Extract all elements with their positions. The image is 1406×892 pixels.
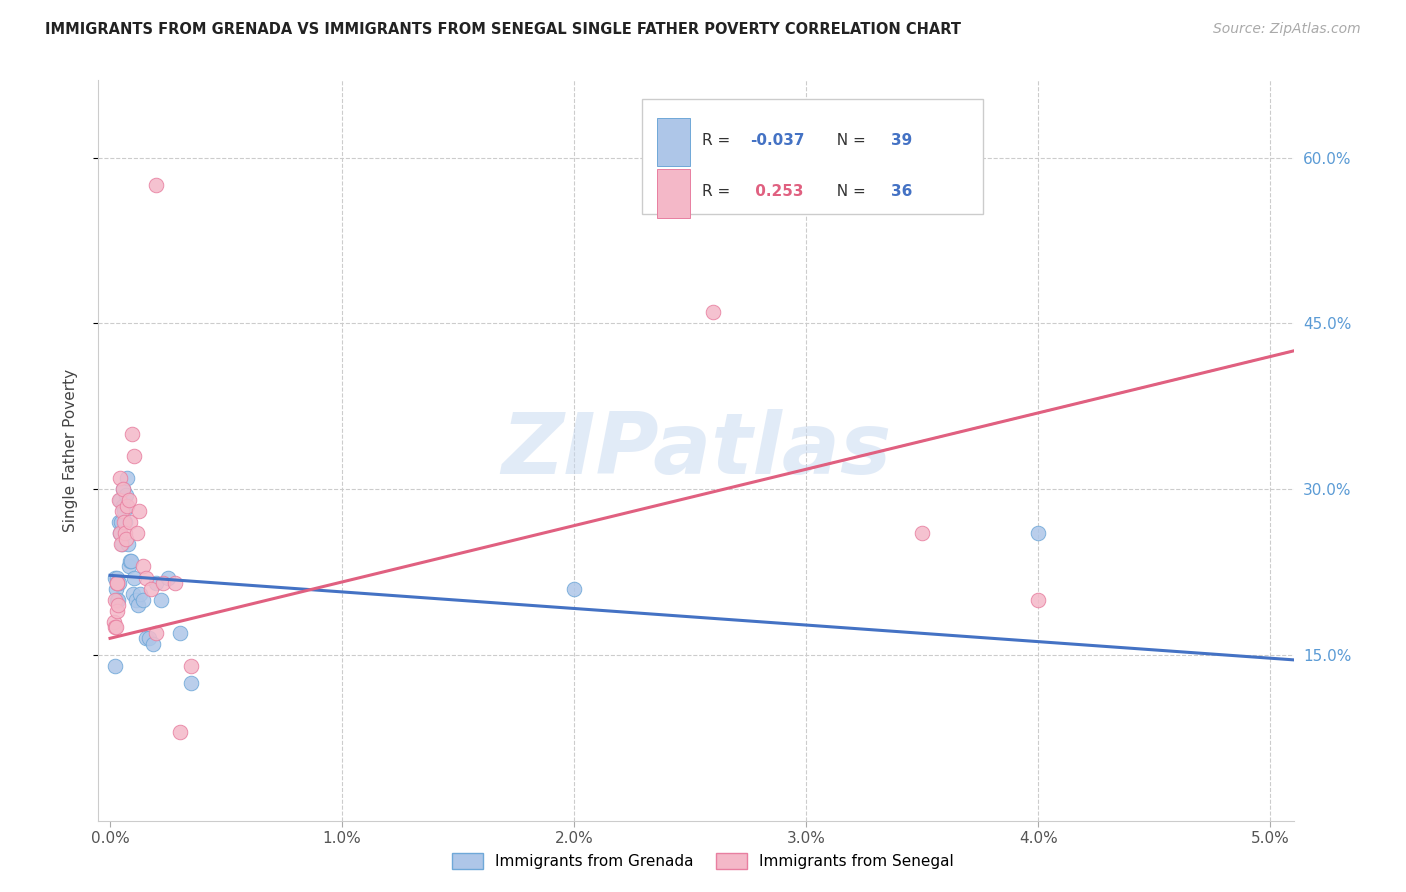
Point — [104, 582, 127, 596]
Point — [114, 526, 136, 541]
Point — [135, 570, 157, 584]
Point — [702, 305, 724, 319]
Point — [169, 725, 191, 739]
Point — [120, 554, 142, 568]
Point — [111, 482, 134, 496]
Text: IMMIGRANTS FROM GRENADA VS IMMIGRANTS FROM SENEGAL SINGLE FATHER POVERTY CORRELA: IMMIGRANTS FROM GRENADA VS IMMIGRANTS FR… — [45, 22, 960, 37]
Point — [135, 632, 157, 646]
Text: 36: 36 — [891, 185, 912, 199]
Point — [117, 537, 139, 551]
Point — [120, 554, 142, 568]
Text: R =: R = — [702, 185, 735, 199]
Point — [121, 587, 143, 601]
Text: ZIPatlas: ZIPatlas — [501, 409, 891, 492]
Point — [163, 576, 186, 591]
Point — [124, 570, 146, 584]
Bar — [657, 118, 690, 166]
Point — [157, 570, 180, 584]
Point — [111, 504, 134, 518]
Point — [120, 516, 142, 530]
Text: N =: N = — [827, 133, 872, 147]
Point — [131, 592, 153, 607]
Y-axis label: Single Father Poverty: Single Father Poverty — [63, 369, 77, 532]
Point — [128, 504, 150, 518]
Point — [104, 659, 127, 673]
Point — [107, 598, 129, 612]
Point — [145, 178, 167, 193]
Point — [110, 493, 132, 508]
Point — [145, 576, 167, 591]
Point — [108, 516, 131, 530]
Point — [180, 675, 202, 690]
Point — [108, 576, 131, 591]
Point — [103, 615, 125, 629]
Point — [108, 471, 131, 485]
Point — [911, 526, 934, 541]
Point — [105, 604, 128, 618]
Legend: Immigrants from Grenada, Immigrants from Senegal: Immigrants from Grenada, Immigrants from… — [446, 847, 960, 875]
Point — [105, 592, 128, 607]
Point — [118, 493, 141, 508]
Point — [1026, 592, 1049, 607]
Point — [152, 576, 174, 591]
Point — [104, 620, 127, 634]
Point — [110, 516, 132, 530]
Point — [169, 625, 191, 640]
Text: 39: 39 — [891, 133, 912, 147]
Point — [125, 592, 148, 607]
Point — [112, 504, 135, 518]
Point — [104, 592, 127, 607]
Point — [131, 559, 153, 574]
Point — [115, 532, 138, 546]
Point — [124, 449, 146, 463]
Point — [111, 482, 134, 496]
Point — [138, 632, 160, 646]
Point — [110, 537, 132, 551]
Point — [125, 526, 148, 541]
Point — [142, 637, 165, 651]
Point — [114, 516, 136, 530]
Point — [129, 587, 152, 601]
Point — [108, 493, 131, 508]
Text: N =: N = — [827, 185, 872, 199]
Point — [104, 570, 127, 584]
Point — [112, 499, 135, 513]
Point — [180, 659, 202, 673]
Point — [145, 625, 167, 640]
Point — [111, 537, 134, 551]
Text: 0.253: 0.253 — [749, 185, 803, 199]
Point — [117, 499, 139, 513]
Point — [1026, 526, 1049, 541]
Text: Source: ZipAtlas.com: Source: ZipAtlas.com — [1213, 22, 1361, 37]
Point — [115, 471, 138, 485]
Point — [105, 576, 128, 591]
Text: -0.037: -0.037 — [749, 133, 804, 147]
Point — [110, 526, 132, 541]
Point — [562, 582, 585, 596]
Point — [107, 592, 129, 607]
Point — [105, 570, 128, 584]
Point — [121, 426, 143, 441]
Point — [139, 582, 162, 596]
Point — [104, 620, 127, 634]
Point — [127, 598, 149, 612]
Text: R =: R = — [702, 133, 735, 147]
Bar — [657, 169, 690, 218]
Point — [108, 526, 131, 541]
Point — [112, 516, 135, 530]
Point — [150, 592, 173, 607]
Point — [114, 488, 136, 502]
Point — [107, 576, 129, 591]
Point — [107, 576, 129, 591]
FancyBboxPatch shape — [643, 99, 983, 213]
Point — [118, 559, 141, 574]
